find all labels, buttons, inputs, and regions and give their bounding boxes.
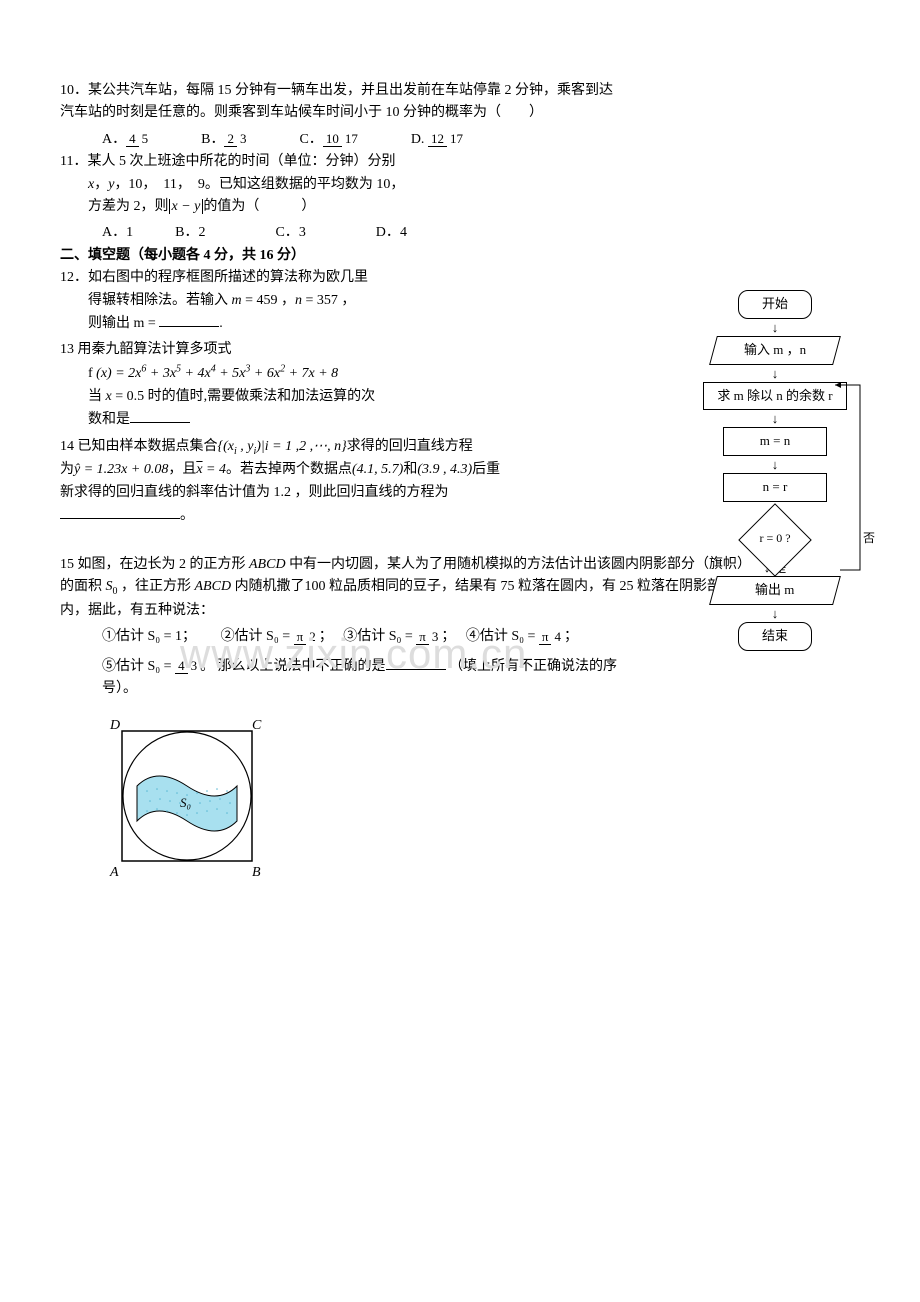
q13-line3: 数和是 [60, 412, 190, 427]
corner-a: A [109, 865, 119, 880]
q14-end: 。 [180, 508, 194, 523]
fc-arrow: ↓ [685, 458, 865, 471]
fc-arrow: ↓ [685, 321, 865, 334]
fc-input: 输入 m ，n [709, 336, 841, 365]
q15-opt4: ④估计 S₀ = π4； [466, 629, 578, 644]
fc-arrow: ↓ [685, 412, 865, 425]
q13-line2: 当 x = 0.5 时的值时,需要做乘法和加法运算的次 [60, 389, 375, 404]
abs-expr: x − y [169, 199, 204, 214]
fc-arrow: ↓ [685, 607, 865, 620]
frac-den: 17 [342, 131, 361, 146]
question-13: 13 用秦九韶算法计算多项式 f (x) = 2x6 + 3x5 + 4x4 +… [60, 339, 620, 431]
frac-den: 3 [429, 629, 442, 644]
fc-step2: m = n [723, 427, 827, 456]
section-2-title: 二、填空题（每小题各 4 分，共 16 分） [60, 245, 620, 267]
q10-choice-a: A．45 [102, 129, 151, 151]
question-14: 14 已知由样本数据点集合{(xi , yi)|i = 1 ,2 ,⋯, n}求… [60, 436, 680, 528]
question-12: 12．如右图中的程序框图所描述的算法称为欧几里 得辗转相除法。若输入 m = 4… [60, 267, 620, 335]
frac-den: 3 [237, 131, 250, 146]
q15-number: 15 [60, 557, 74, 572]
frac-num: 4 [126, 131, 139, 147]
frac-num: 12 [428, 131, 447, 147]
fc-output: 输出 m [709, 576, 841, 605]
question-11: 11．某人 5 次上班途中所花的时间（单位：分钟）分别 x，y，10， 11， … [60, 151, 620, 218]
frac-num: π [539, 629, 552, 645]
blank-q12 [159, 312, 219, 327]
frac-num: π [294, 629, 307, 645]
q10-choice-b: B．23 [201, 129, 249, 151]
q10-choice-d: D. 1217 [411, 129, 466, 151]
frac-den: 4 [551, 629, 564, 644]
q11-b: 2 [198, 225, 205, 240]
q15-text2a: 那么以上说法中不正确的是 [218, 659, 386, 674]
q11-d: 4 [400, 225, 407, 240]
q15-opt5: ⑤估计 S₀ = 43。 [102, 659, 214, 674]
blank-q13 [130, 408, 190, 423]
q14-set: {(xi , yi)|i = 1 ,2 ,⋯, n} [218, 439, 347, 454]
q15-text1: 如图，在边长为 2 的正方形 ABCD 中有一内切圆，某人为了用随机模拟的方法估… [60, 557, 751, 618]
fc-input-text: 输入 m ，n [744, 340, 806, 361]
frac-num: 10 [323, 131, 342, 147]
q15-options-row2: ⑤估计 S₀ = 43。 那么以上说法中不正确的是 （填上所有不正确说法的序号）… [60, 655, 620, 701]
q11-number: 11． [60, 154, 87, 169]
q15-opt3: ③估计 S₀ = π3； [343, 629, 448, 644]
question-15: 15 如图，在边长为 2 的正方形 ABCD 中有一内切圆，某人为了用随机模拟的… [60, 554, 760, 623]
blank-q15 [386, 655, 446, 670]
frac-num: 4 [175, 658, 188, 674]
fc-cond-text: r = 0 ? [685, 529, 865, 548]
q11-a: 1 [126, 225, 133, 240]
fc-output-text: 输出 m [755, 580, 794, 601]
corner-c: C [252, 718, 262, 733]
q10-text: 某公共汽车站，每隔 15 分钟有一辆车出发，并且出发前在车站停靠 2 分钟，乘客… [60, 83, 613, 120]
fc-decision: r = 0 ? 否 [685, 519, 865, 559]
q10-choices: A．45 B．23 C．1017 D. 1217 [60, 129, 620, 151]
frac-num: π [416, 629, 429, 645]
q11-line2: x，y，10， 11， 9。已知这组数据的平均数为 10， [60, 177, 404, 192]
fc-arrow: ↓ [685, 367, 865, 380]
q15-figure: D C A B S₀ [60, 711, 620, 889]
q13-number: 13 [60, 342, 74, 357]
q14-l2: 为ŷ = 1.23x + 0.08，且x = 4。若去掉两个数据点(4.1, 5… [60, 462, 500, 477]
question-10: 10．某公共汽车站，每隔 15 分钟有一辆车出发，并且出发前在车站停靠 2 分钟… [60, 80, 620, 125]
q11-c: 3 [299, 225, 306, 240]
fc-step3: n = r [723, 473, 827, 502]
q11-line3: 方差为 2，则x − y的值为（ ） [60, 199, 315, 214]
q11-line1: 某人 5 次上班途中所花的时间（单位：分钟）分别 [87, 154, 395, 169]
fc-end: 结束 [738, 622, 812, 651]
q12-number: 12． [60, 270, 88, 285]
q14-l1a: 已知由样本数据点集合 [78, 439, 218, 454]
flowchart: 开始 ↓ 输入 m ，n ↓ 求 m 除以 n 的余数 r ↓ m = n ↓ … [685, 290, 865, 651]
s0-label: S₀ [180, 795, 191, 810]
q14-l3: 新求得的回归直线的斜率估计值为 1.2 ，则此回归直线的方程为 [60, 485, 449, 500]
q12-line2: 得辗转相除法。若输入 m = 459 ，n = 357 ， [60, 293, 355, 308]
fc-no-label: 否 [863, 529, 875, 548]
q10-number: 10． [60, 83, 88, 98]
blank-q14 [60, 504, 180, 519]
q15-options-row1: ①估计 S₀ = 1； ②估计 S₀ = π2； ③估计 S₀ = π3； ④估… [60, 626, 620, 648]
q15-opt1: ①估计 S₀ = 1； [102, 629, 189, 644]
q13-line1: 用秦九韶算法计算多项式 [78, 342, 232, 357]
q14-number: 14 [60, 439, 74, 454]
corner-b: B [252, 865, 261, 880]
frac-num: 2 [224, 131, 237, 147]
fc-step1: 求 m 除以 n 的余数 r [703, 382, 847, 411]
q12-line1: 如右图中的程序框图所描述的算法称为欧几里 [88, 270, 368, 285]
q15-svg: D C A B S₀ [102, 711, 272, 881]
corner-d: D [109, 718, 120, 733]
q13-poly: f (x) = 2x6 + 3x5 + 4x4 + 5x3 + 6x2 + 7x… [60, 366, 338, 381]
frac-den: 3 [188, 658, 201, 673]
frac-den: 17 [447, 131, 466, 146]
q15-opt2: ②估计 S₀ = π2； [221, 629, 326, 644]
frac-den: 5 [139, 131, 152, 146]
fc-start: 开始 [738, 290, 812, 319]
q10-choice-c: C．1017 [299, 129, 360, 151]
frac-den: 2 [306, 629, 319, 644]
q14-l1b: 求得的回归直线方程 [347, 439, 473, 454]
q11-choices: A．1 B．2 C．3 D．4 [60, 222, 620, 244]
q12-line3: 则输出 m = . [60, 316, 223, 331]
